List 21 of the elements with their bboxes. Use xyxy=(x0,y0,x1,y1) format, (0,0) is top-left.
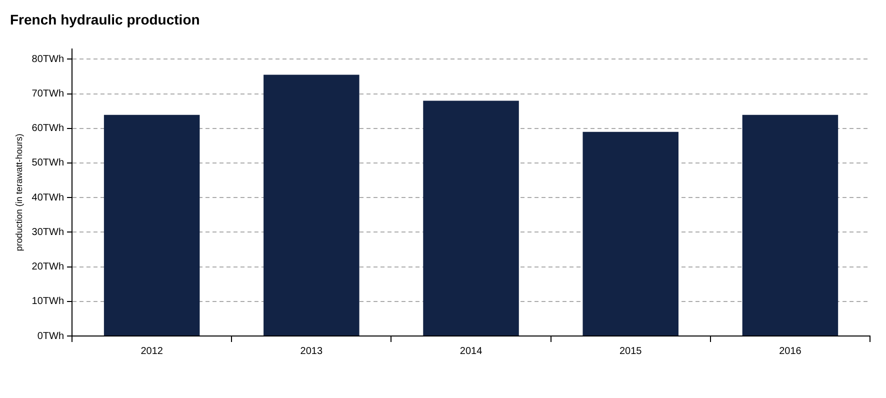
y-axis-title: production (in terawatt-hours) xyxy=(14,134,24,252)
y-tick-label: 30TWh xyxy=(32,226,64,238)
x-tick-label: 2013 xyxy=(300,346,323,357)
x-tick-label: 2015 xyxy=(619,346,642,357)
y-tick-label: 80TWh xyxy=(32,54,64,65)
bar xyxy=(264,74,360,336)
chart-title: French hydraulic production xyxy=(10,11,200,28)
bar xyxy=(423,100,519,336)
bar xyxy=(104,114,200,336)
y-tick-label: 70TWh xyxy=(32,88,64,100)
x-tick-label: 2014 xyxy=(460,346,483,357)
bar xyxy=(742,114,838,336)
bar xyxy=(582,132,678,336)
y-tick-label: 10TWh xyxy=(32,296,64,308)
y-tick-label: 40TWh xyxy=(32,192,64,204)
y-tick-label: 60TWh xyxy=(32,123,64,134)
y-tick-label: 50TWh xyxy=(32,158,64,169)
y-tick-label: 0TWh xyxy=(37,330,64,342)
x-tick-label: 2012 xyxy=(140,346,164,357)
x-tick-label: 2016 xyxy=(779,346,802,357)
y-tick-label: 20TWh xyxy=(32,262,64,273)
